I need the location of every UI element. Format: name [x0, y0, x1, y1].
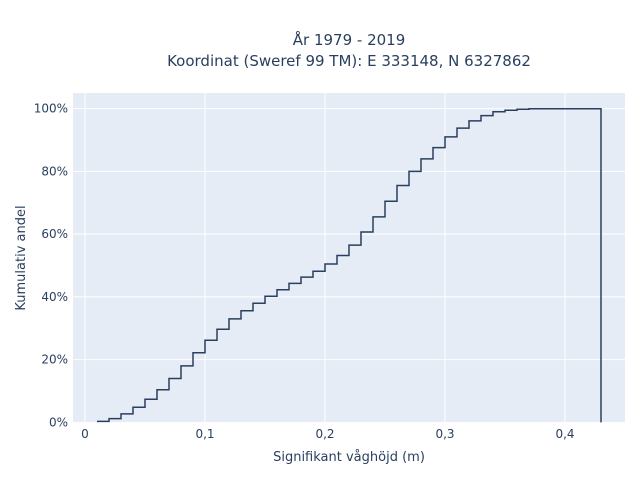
y-tick-label: 60% — [41, 227, 68, 241]
x-tick-label: 0,3 — [435, 427, 454, 441]
y-tick-label: 100% — [34, 102, 68, 116]
y-tick-label: 40% — [41, 290, 68, 304]
plot-background — [73, 93, 625, 423]
y-axis-title: Kumulativ andel — [14, 205, 29, 310]
cdf-step-line — [97, 107, 602, 423]
x-tick-label: 0,1 — [195, 427, 214, 441]
x-tick-label: 0 — [81, 427, 89, 441]
x-axis-title: Signifikant våghöjd (m) — [273, 450, 425, 465]
grid-layer — [73, 93, 625, 423]
chart-title-line-2: Koordinat (Sweref 99 TM): E 333148, N 63… — [167, 52, 531, 70]
y-tick-label: 80% — [41, 164, 68, 178]
y-tick-label: 20% — [41, 353, 68, 367]
chart-title-line-1: År 1979 - 2019 — [293, 30, 406, 49]
series-layer — [97, 107, 602, 423]
y-tick-label: 0% — [49, 415, 68, 429]
x-tick-label: 0,2 — [315, 427, 334, 441]
x-tick-label: 0,4 — [555, 427, 574, 441]
tick-layer: 0 0,1 0,2 0,3 0,4 0% 20% 40% 60% 80% 100% — [34, 102, 575, 441]
